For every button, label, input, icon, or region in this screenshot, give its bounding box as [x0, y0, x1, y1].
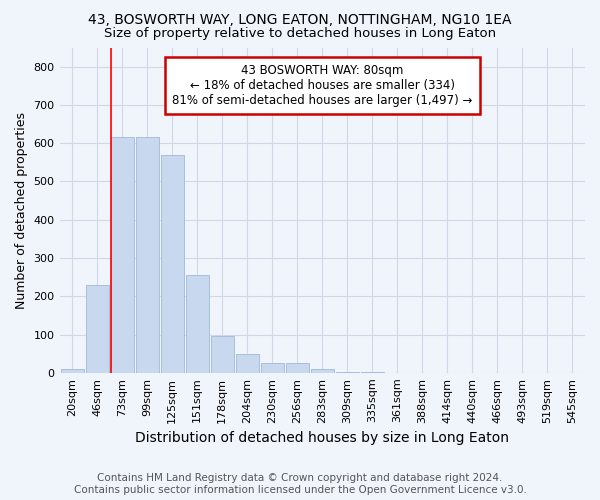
Bar: [286, 363, 309, 373]
Bar: [211, 336, 233, 373]
Bar: [110, 138, 134, 373]
Bar: [185, 275, 209, 373]
Text: Contains HM Land Registry data © Crown copyright and database right 2024.
Contai: Contains HM Land Registry data © Crown c…: [74, 474, 526, 495]
Bar: [311, 369, 334, 373]
Bar: [236, 354, 259, 373]
Y-axis label: Number of detached properties: Number of detached properties: [15, 112, 28, 308]
Text: 43 BOSWORTH WAY: 80sqm
← 18% of detached houses are smaller (334)
81% of semi-de: 43 BOSWORTH WAY: 80sqm ← 18% of detached…: [172, 64, 472, 107]
Bar: [61, 369, 83, 373]
Bar: [261, 363, 284, 373]
Bar: [86, 285, 109, 373]
Text: 43, BOSWORTH WAY, LONG EATON, NOTTINGHAM, NG10 1EA: 43, BOSWORTH WAY, LONG EATON, NOTTINGHAM…: [88, 12, 512, 26]
Bar: [336, 372, 359, 373]
Text: Size of property relative to detached houses in Long Eaton: Size of property relative to detached ho…: [104, 28, 496, 40]
Bar: [136, 138, 158, 373]
Bar: [361, 372, 384, 373]
X-axis label: Distribution of detached houses by size in Long Eaton: Distribution of detached houses by size …: [135, 431, 509, 445]
Bar: [161, 154, 184, 373]
